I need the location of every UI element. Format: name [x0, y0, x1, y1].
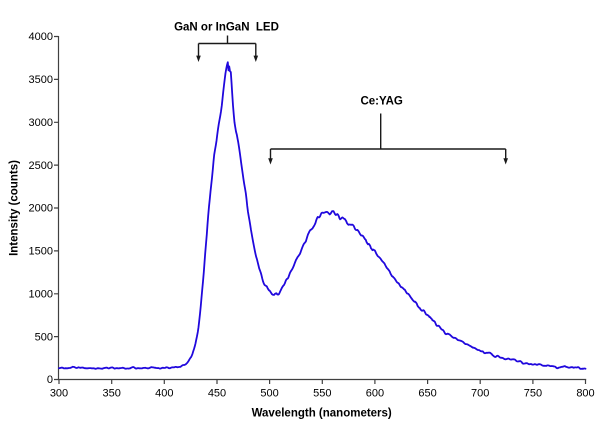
svg-text:1500: 1500 [29, 246, 53, 258]
svg-text:600: 600 [366, 388, 384, 400]
svg-text:750: 750 [524, 388, 542, 400]
svg-text:Wavelength (nanometers): Wavelength (nanometers) [252, 408, 392, 420]
svg-text:300: 300 [50, 388, 68, 400]
svg-text:2000: 2000 [29, 203, 53, 215]
svg-text:4000: 4000 [29, 31, 53, 43]
svg-text:800: 800 [576, 388, 594, 400]
svg-text:350: 350 [103, 388, 121, 400]
svg-text:2500: 2500 [29, 160, 53, 172]
svg-text:Ce:YAG: Ce:YAG [360, 96, 402, 108]
svg-text:1000: 1000 [29, 289, 53, 301]
svg-text:450: 450 [208, 388, 226, 400]
svg-text:500: 500 [35, 331, 53, 343]
svg-text:Intensity (counts): Intensity (counts) [9, 160, 21, 256]
svg-text:400: 400 [155, 388, 173, 400]
svg-text:3000: 3000 [29, 117, 53, 129]
svg-text:550: 550 [313, 388, 331, 400]
svg-text:3500: 3500 [29, 74, 53, 86]
svg-text:700: 700 [471, 388, 489, 400]
svg-text:0: 0 [47, 374, 53, 386]
svg-text:GaN or InGaN LED: GaN or InGaN LED [174, 22, 279, 34]
svg-text:650: 650 [418, 388, 436, 400]
svg-text:500: 500 [260, 388, 278, 400]
